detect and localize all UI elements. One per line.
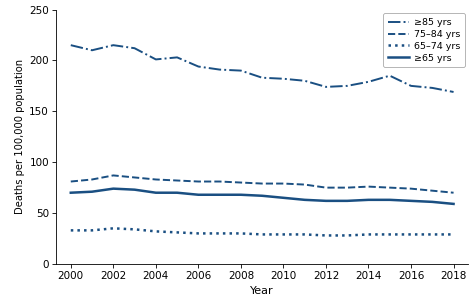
65–74 yrs (387, 233, 392, 236)
75–84 yrs (217, 180, 222, 183)
Legend: ≥85 yrs, 75–84 yrs, 65–74 yrs, ≥65 yrs: ≥85 yrs, 75–84 yrs, 65–74 yrs, ≥65 yrs (383, 13, 465, 67)
≥85 yrs (281, 77, 286, 81)
65–74 yrs (153, 230, 159, 233)
≥85 yrs (153, 58, 159, 61)
Y-axis label: Deaths per 100,000 population: Deaths per 100,000 population (15, 59, 25, 214)
≥65 yrs (323, 199, 329, 203)
≥65 yrs (196, 193, 201, 197)
65–74 yrs (323, 234, 329, 237)
65–74 yrs (259, 233, 265, 236)
≥85 yrs (238, 69, 244, 72)
≥65 yrs (345, 199, 350, 203)
75–84 yrs (345, 186, 350, 189)
≥85 yrs (387, 74, 392, 78)
75–84 yrs (281, 182, 286, 185)
Line: ≥85 yrs: ≥85 yrs (71, 45, 454, 92)
≥85 yrs (345, 84, 350, 88)
≥65 yrs (89, 190, 95, 194)
75–84 yrs (89, 178, 95, 181)
≥65 yrs (110, 187, 116, 191)
Line: 65–74 yrs: 65–74 yrs (71, 228, 454, 236)
≥85 yrs (365, 80, 371, 84)
Line: 75–84 yrs: 75–84 yrs (71, 175, 454, 193)
≥65 yrs (387, 198, 392, 202)
65–74 yrs (451, 233, 456, 236)
≥65 yrs (429, 200, 435, 204)
75–84 yrs (196, 180, 201, 183)
65–74 yrs (217, 232, 222, 235)
≥65 yrs (451, 202, 456, 206)
≥85 yrs (217, 68, 222, 71)
≥65 yrs (302, 198, 308, 202)
75–84 yrs (429, 189, 435, 192)
≥85 yrs (302, 79, 308, 82)
75–84 yrs (365, 185, 371, 188)
≥85 yrs (110, 43, 116, 47)
65–74 yrs (174, 231, 180, 234)
≥85 yrs (259, 76, 265, 79)
65–74 yrs (429, 233, 435, 236)
65–74 yrs (365, 233, 371, 236)
X-axis label: Year: Year (250, 286, 274, 297)
65–74 yrs (132, 227, 137, 231)
≥65 yrs (153, 191, 159, 194)
75–84 yrs (174, 179, 180, 182)
75–84 yrs (451, 191, 456, 194)
75–84 yrs (323, 186, 329, 189)
75–84 yrs (302, 183, 308, 186)
75–84 yrs (387, 186, 392, 189)
75–84 yrs (68, 180, 73, 183)
≥85 yrs (408, 84, 414, 88)
≥65 yrs (174, 191, 180, 194)
75–84 yrs (238, 181, 244, 184)
65–74 yrs (281, 233, 286, 236)
65–74 yrs (238, 232, 244, 235)
≥65 yrs (365, 198, 371, 202)
≥85 yrs (174, 56, 180, 59)
≥85 yrs (89, 48, 95, 52)
≥65 yrs (68, 191, 73, 194)
75–84 yrs (153, 178, 159, 181)
≥85 yrs (429, 86, 435, 90)
75–84 yrs (110, 174, 116, 177)
65–74 yrs (68, 229, 73, 232)
75–84 yrs (259, 182, 265, 185)
65–74 yrs (302, 233, 308, 236)
≥65 yrs (408, 199, 414, 203)
65–74 yrs (89, 229, 95, 232)
≥65 yrs (238, 193, 244, 197)
Line: ≥65 yrs: ≥65 yrs (71, 189, 454, 204)
≥85 yrs (196, 65, 201, 68)
≥65 yrs (217, 193, 222, 197)
≥85 yrs (451, 90, 456, 94)
65–74 yrs (196, 232, 201, 235)
≥65 yrs (281, 196, 286, 200)
65–74 yrs (408, 233, 414, 236)
≥85 yrs (132, 47, 137, 50)
65–74 yrs (110, 226, 116, 230)
≥85 yrs (68, 43, 73, 47)
≥65 yrs (259, 194, 265, 198)
75–84 yrs (408, 187, 414, 191)
≥65 yrs (132, 188, 137, 191)
65–74 yrs (345, 234, 350, 237)
≥85 yrs (323, 85, 329, 89)
75–84 yrs (132, 176, 137, 179)
